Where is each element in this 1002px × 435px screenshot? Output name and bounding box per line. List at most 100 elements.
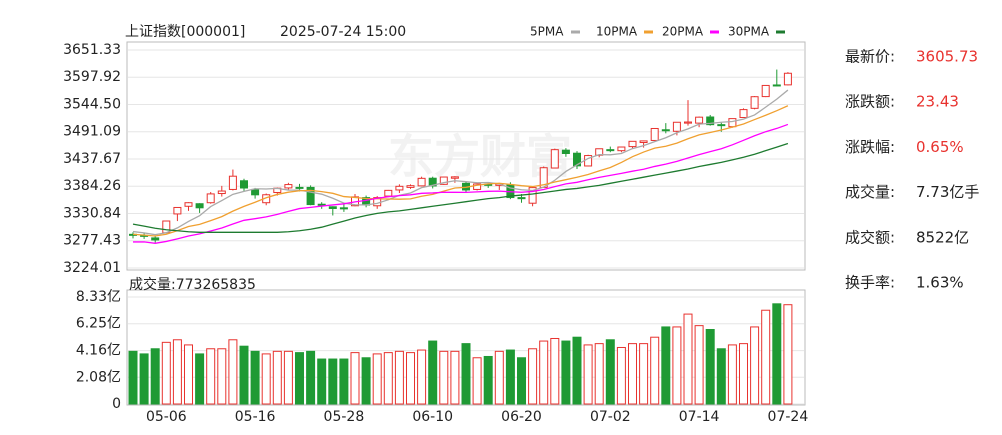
- volume-bar: [694, 325, 704, 405]
- volume-frame: [126, 289, 806, 406]
- volume-bar: [727, 344, 737, 405]
- volume-bar: [539, 340, 549, 405]
- volume-bar: [750, 326, 760, 405]
- x-tick-label: 06-10: [412, 409, 453, 425]
- x-tick-label: 07-14: [679, 409, 720, 425]
- candle-body: [406, 185, 415, 188]
- y-tick-label: 4.16亿: [76, 343, 121, 359]
- info-label: 成交量:: [845, 183, 895, 201]
- candle-body: [650, 127, 659, 141]
- volume-bar: [417, 349, 427, 405]
- volume-bar: [261, 353, 271, 405]
- y-tick-label: 3597.92: [63, 69, 121, 85]
- candle-body: [617, 146, 626, 152]
- candle-body: [772, 84, 781, 87]
- volume-bar: [406, 352, 415, 405]
- y-tick-label: 3330.84: [63, 206, 121, 222]
- volume-bar: [328, 358, 338, 405]
- volume-bar: [350, 352, 360, 405]
- volume-bar: [394, 350, 404, 405]
- candle-body: [439, 176, 448, 185]
- volume-bar: [306, 350, 316, 405]
- candle-body: [284, 184, 293, 189]
- volume-bar: [439, 350, 449, 405]
- x-tick-label: 05-16: [235, 409, 276, 425]
- candle-body: [217, 190, 226, 195]
- volume-bar: [594, 343, 604, 405]
- candle-body: [661, 129, 670, 132]
- volume-bar: [628, 343, 637, 405]
- candle-body: [384, 189, 393, 197]
- volume-bar: [616, 346, 626, 405]
- volume-bar: [128, 350, 138, 405]
- candle-body: [606, 149, 615, 152]
- candle-body: [240, 180, 248, 189]
- candle-body: [306, 186, 315, 206]
- volume-bar: [184, 344, 193, 405]
- legend-label: 5PMA: [530, 25, 564, 39]
- candle-body: [151, 237, 160, 241]
- candle-body: [206, 193, 215, 204]
- y-tick-label: 3491.09: [63, 124, 121, 140]
- volume-bar: [583, 344, 593, 405]
- volume-bar: [772, 303, 782, 405]
- candle-body: [228, 175, 237, 190]
- volume-bar: [650, 336, 660, 405]
- candle-body: [339, 207, 348, 210]
- volume-bar: [139, 353, 149, 405]
- volume-bar: [206, 348, 216, 405]
- volume-bar: [505, 349, 515, 405]
- y-tick-label: 8.33亿: [76, 289, 121, 305]
- x-tick-label: 05-06: [146, 409, 187, 425]
- ma-line: [132, 123, 789, 244]
- candle-body: [517, 197, 526, 200]
- info-label: 涨跌额:: [845, 93, 895, 111]
- volume-bar: [172, 339, 182, 405]
- candle-body: [251, 188, 260, 196]
- candle-body: [417, 177, 426, 187]
- volume-bar: [317, 358, 327, 405]
- candle-body: [684, 121, 692, 124]
- ma-line: [132, 89, 789, 236]
- volume-bar: [295, 352, 304, 405]
- volume-bar: [483, 355, 493, 405]
- candle-body: [173, 206, 182, 215]
- candle-body: [695, 116, 704, 124]
- volume-bar: [161, 341, 171, 405]
- info-value: 0.65%: [916, 138, 964, 156]
- info-label: 换手率:: [845, 274, 895, 292]
- candle-body: [561, 149, 570, 155]
- candle-body: [195, 203, 204, 209]
- volume-bar: [450, 350, 460, 405]
- volume-bar: [361, 357, 371, 405]
- volume-bar: [472, 357, 482, 405]
- volume-bar: [217, 348, 227, 405]
- candle-body: [573, 152, 581, 167]
- volume-bar: [461, 343, 471, 405]
- volume-bar: [494, 350, 504, 405]
- candle-body: [639, 140, 648, 144]
- volume-bar: [239, 345, 249, 405]
- volume-bar: [383, 352, 393, 405]
- candle-body: [739, 109, 748, 119]
- candle-body: [528, 187, 537, 204]
- price-frame: [126, 41, 806, 271]
- info-value: 23.43: [916, 93, 959, 111]
- volume-bar: [639, 343, 649, 405]
- info-label: 最新价:: [845, 48, 895, 66]
- candle-body: [706, 116, 715, 126]
- y-tick-label: 3544.50: [63, 97, 121, 113]
- volume-bar: [705, 328, 715, 405]
- volume-bar: [272, 350, 282, 405]
- volume-bar: [283, 350, 293, 405]
- y-tick-label: 3277.43: [63, 233, 121, 249]
- volume-bar: [672, 326, 682, 405]
- legend-label: 30PMA: [728, 25, 770, 39]
- candle-body: [717, 124, 726, 127]
- chart-subtitle: 2025-07-24 15:00: [280, 24, 406, 40]
- y-tick-label: 2.08亿: [76, 369, 121, 385]
- y-tick-label: 6.25亿: [76, 316, 121, 332]
- volume-bar: [572, 336, 582, 405]
- volume-bar: [761, 309, 771, 405]
- chart-title: 上证指数[000001]: [125, 24, 245, 40]
